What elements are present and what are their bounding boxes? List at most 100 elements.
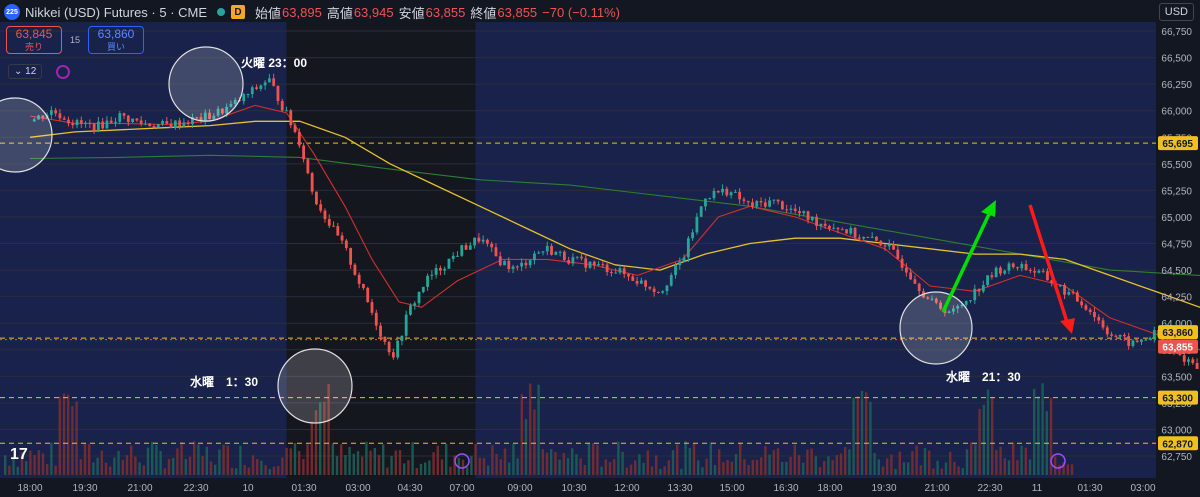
sell-label: 売り	[24, 42, 43, 52]
volume-bar	[785, 461, 788, 475]
volume-bar	[839, 453, 843, 475]
candle-body	[631, 276, 635, 281]
candle-body	[960, 304, 964, 307]
candle-body	[853, 228, 857, 238]
candle-body	[131, 118, 134, 123]
volume-bar	[4, 455, 7, 475]
symbol-title[interactable]: Nikkei (USD) Futures · 5 · CME	[25, 4, 208, 20]
volume-bar	[978, 408, 981, 475]
volume-bar	[991, 397, 994, 475]
sell-button[interactable]: 63,845 売り	[6, 26, 62, 54]
candle-body	[686, 238, 690, 258]
x-tick-label: 01:30	[1077, 483, 1102, 494]
buy-button[interactable]: 63,860 買い	[88, 26, 144, 54]
volume-bar	[503, 448, 507, 475]
volume-bar	[734, 454, 738, 475]
volume-bar	[718, 449, 721, 475]
candle-body	[144, 123, 147, 125]
candle-body	[977, 288, 981, 292]
volume-bar	[571, 448, 574, 475]
price-tag-bg	[1158, 136, 1198, 151]
volume-bar	[629, 464, 633, 475]
candle-body	[981, 285, 985, 292]
open-label: 始値	[255, 5, 282, 21]
candle-body	[1110, 334, 1113, 336]
tradingview-logo[interactable]: 17	[10, 446, 28, 463]
x-tick-label: 19:30	[871, 483, 896, 494]
candle-body	[156, 124, 160, 128]
candle-body	[255, 87, 258, 89]
x-tick-label: 22:30	[977, 483, 1002, 494]
volume-bar	[982, 404, 985, 475]
candle-body	[216, 108, 220, 116]
volume-bar	[163, 468, 166, 475]
symbol-badge[interactable]: 225	[4, 4, 20, 20]
candle-body	[263, 82, 267, 86]
volume-bar	[1003, 458, 1006, 475]
volume-bar	[327, 383, 330, 475]
indicator-toggle[interactable]: ⌄ 12	[8, 64, 43, 79]
candle-body	[768, 200, 771, 207]
delayed-badge[interactable]: D	[231, 5, 246, 19]
spread-value: 15	[69, 35, 80, 45]
candle-body	[349, 248, 353, 265]
candle-body	[1101, 320, 1105, 328]
candle-body	[276, 85, 280, 101]
candle-body	[1131, 340, 1135, 346]
candle-body	[969, 300, 972, 302]
volume-bar	[193, 441, 196, 475]
candle-body	[567, 260, 571, 264]
indicator-count: 12	[25, 66, 37, 77]
candle-body	[404, 314, 408, 336]
candle-body	[511, 266, 515, 269]
candle-body	[285, 110, 288, 112]
candle-body	[550, 245, 553, 255]
volume-bar	[902, 462, 906, 475]
volume-bar	[130, 445, 133, 475]
candle-body	[691, 232, 695, 239]
volume-bar	[751, 459, 754, 475]
candle-body	[930, 298, 934, 300]
annotation-wed-2130: 水曜 21：30	[946, 370, 1021, 384]
candle-body	[451, 255, 455, 259]
volume-bar	[1016, 460, 1019, 475]
low-label: 安値	[398, 5, 425, 21]
volume-bar	[587, 443, 591, 475]
ma-short-line	[29, 104, 1200, 351]
y-tick-label: 66,250	[1161, 80, 1192, 91]
candle-body	[1033, 271, 1037, 273]
low-value: 63,855	[425, 4, 466, 20]
volume-bar	[1062, 461, 1065, 475]
volume-bar	[453, 455, 456, 475]
volume-bar	[818, 467, 822, 475]
candle-body	[434, 268, 438, 275]
volume-bar	[377, 454, 381, 475]
volume-bar	[592, 443, 595, 475]
candle-body	[1127, 336, 1131, 346]
volume-bar	[29, 450, 32, 475]
volume-bar	[167, 458, 171, 475]
candle-body	[678, 261, 682, 266]
candle-body	[280, 100, 284, 111]
candle-body	[468, 245, 472, 250]
candle-body	[439, 268, 442, 271]
candle-body	[733, 191, 737, 193]
volume-bar	[209, 461, 213, 475]
candle-body	[220, 108, 224, 114]
volume-bar	[268, 468, 271, 475]
candle-body	[562, 251, 566, 261]
volume-bar	[403, 463, 406, 475]
volume-bar	[58, 396, 61, 475]
currency-selector[interactable]: USD	[1158, 3, 1194, 21]
candle-body	[464, 245, 468, 250]
market-open-dot	[217, 8, 226, 16]
up-arrow-head	[981, 200, 996, 217]
candle-body	[233, 100, 237, 104]
volume-bar	[20, 452, 24, 475]
volume-bar	[113, 457, 116, 475]
candle-body	[828, 225, 831, 229]
candle-body	[58, 113, 62, 119]
volume-bar	[772, 450, 775, 475]
candle-body	[477, 237, 481, 242]
